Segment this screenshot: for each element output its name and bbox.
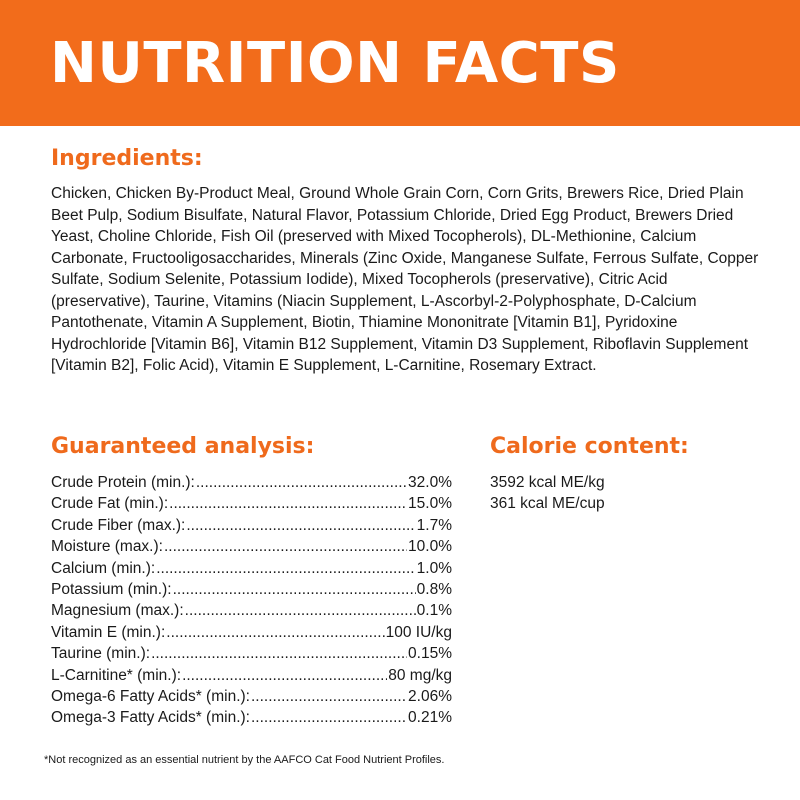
analysis-row: Omega-3 Fatty Acids* (min.): 0.21% [51, 707, 452, 728]
dot-leader [182, 665, 387, 686]
analysis-label: Potassium (min.): [51, 581, 172, 599]
ingredients-heading: Ingredients: [51, 146, 203, 171]
analysis-label: Taurine (min.): [51, 645, 151, 663]
ingredients-text: Chicken, Chicken By-Product Meal, Ground… [51, 185, 759, 374]
analysis-label: Moisture (max.): [51, 538, 163, 556]
analysis-label: Crude Protein (min.): [51, 474, 195, 491]
analysis-label: Calcium (min.): [51, 559, 156, 577]
analysis-row: Crude Protein (min.): 32.0% [51, 472, 452, 493]
dot-leader [156, 558, 415, 579]
analysis-value: 1.0% [416, 559, 452, 577]
dot-leader [164, 536, 407, 557]
analysis-value: 100 IU/kg [385, 623, 452, 641]
analysis-row: Vitamin E (min.): 100 IU/kg [51, 622, 452, 643]
dot-leader [166, 622, 384, 643]
analysis-label: Vitamin E (min.): [51, 623, 166, 641]
analysis-value: 15.0% [408, 495, 452, 513]
analysis-row: Calcium (min.): 1.0% [51, 558, 452, 579]
header-banner: NUTRITION FACTS [0, 0, 800, 126]
calorie-line: 361 kcal ME/cup [490, 495, 605, 513]
calorie-line: 3592 kcal ME/kg [490, 474, 605, 491]
analysis-label: Omega-3 Fatty Acids* (min.): [51, 709, 250, 727]
guaranteed-analysis-heading: Guaranteed analysis: [51, 434, 315, 459]
analysis-row: L-Carnitine* (min.): 80 mg/kg [51, 665, 452, 686]
analysis-row: Crude Fat (min.): 15.0% [51, 493, 452, 514]
dot-leader [169, 493, 407, 514]
analysis-value: 0.1% [416, 602, 452, 620]
guaranteed-analysis-list: Crude Protein (min.): 32.0% Crude Fat (mi… [51, 472, 452, 729]
page-title: NUTRITION FACTS [50, 31, 620, 96]
analysis-value: 0.15% [408, 645, 452, 663]
dot-leader [186, 515, 415, 536]
analysis-value: 1.7% [416, 516, 452, 534]
dot-leader [251, 707, 407, 728]
dot-leader [185, 600, 416, 621]
dot-leader [173, 579, 416, 600]
analysis-label: Crude Fat (min.): [51, 495, 169, 513]
analysis-row: Potassium (min.): 0.8% [51, 579, 452, 600]
dot-leader [196, 472, 407, 493]
analysis-label: Magnesium (max.): [51, 602, 184, 620]
analysis-row: Omega-6 Fatty Acids* (min.): 2.06% [51, 686, 452, 707]
analysis-value: 10.0% [408, 538, 452, 556]
analysis-label: Crude Fiber (max.): [51, 516, 186, 534]
analysis-value: 32.0% [408, 474, 452, 491]
analysis-value: 2.06% [408, 688, 452, 706]
footnote: *Not recognized as an essential nutrient… [44, 754, 445, 766]
dot-leader [151, 643, 407, 664]
calorie-content-heading: Calorie content: [490, 434, 689, 459]
analysis-row: Moisture (max.): 10.0% [51, 536, 452, 557]
analysis-row: Magnesium (max.): 0.1% [51, 600, 452, 621]
analysis-label: Omega-6 Fatty Acids* (min.): [51, 688, 250, 706]
dot-leader [251, 686, 407, 707]
analysis-value: 80 mg/kg [388, 666, 452, 684]
analysis-value: 0.21% [408, 709, 452, 727]
analysis-value: 0.8% [416, 581, 452, 599]
analysis-row: Taurine (min.): 0.15% [51, 643, 452, 664]
calorie-content-list: 3592 kcal ME/kg 361 kcal ME/cup [490, 472, 605, 515]
analysis-label: L-Carnitine* (min.): [51, 666, 182, 684]
analysis-row: Crude Fiber (max.): 1.7% [51, 515, 452, 536]
